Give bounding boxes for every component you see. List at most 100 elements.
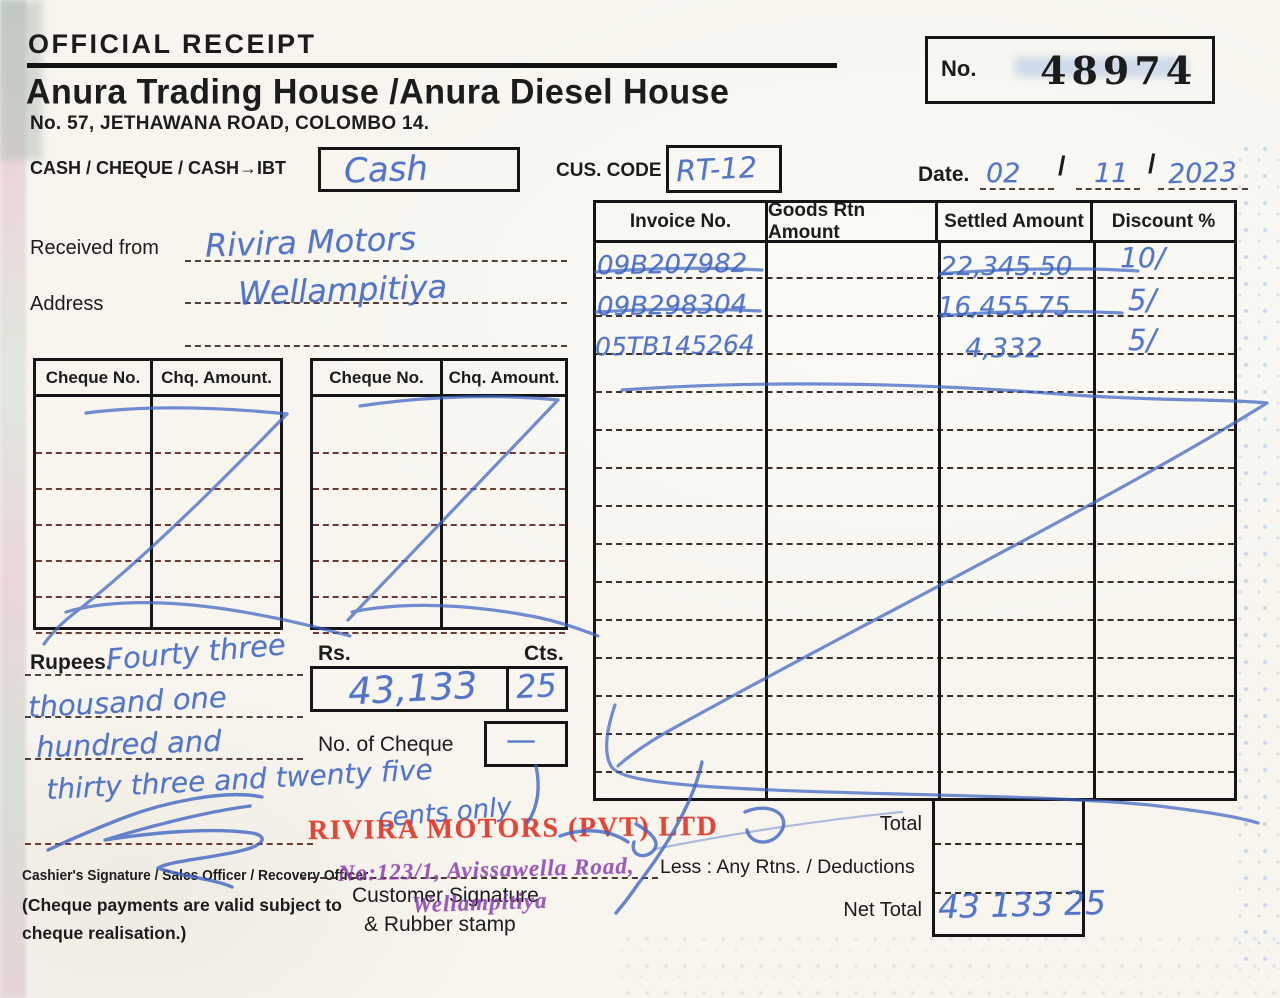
- invoice-row-2-settled: 16,455.75: [938, 292, 1071, 322]
- invoice-table-row: [596, 659, 1234, 697]
- cheque-table-2-row: [313, 562, 565, 598]
- rupees-dotted-line-3: [25, 758, 303, 760]
- cheque-table-2-col-divider: [440, 397, 443, 627]
- invoice-row-3-discount: 5/: [1128, 323, 1157, 357]
- cheque-table-2-row: [313, 490, 565, 526]
- cheque-table-1-row: [36, 397, 280, 454]
- invoice-row-1-invoice-no: 09B207982: [596, 248, 748, 282]
- address-dotted-line-2: [185, 345, 567, 347]
- date-label: Date.: [918, 163, 970, 186]
- cheque-no-header-2: Cheque No.: [313, 361, 443, 394]
- total-label: Total: [879, 813, 922, 835]
- invoice-table-col-divider-3: [1093, 243, 1096, 798]
- date-dotted-line-2: [1076, 188, 1140, 190]
- cheque-table-1-col-divider: [150, 397, 153, 627]
- invoice-table-row: [596, 697, 1234, 735]
- invoice-table-row: [596, 279, 1234, 317]
- invoice-row-1-discount: 10/: [1120, 241, 1166, 274]
- rupees-dotted-line-2: [25, 716, 303, 718]
- invoice-table-row: [596, 393, 1234, 431]
- highlight-smudge: [1015, 57, 1187, 77]
- title-underline: [27, 63, 837, 68]
- date-separator-2: /: [1148, 149, 1156, 179]
- no-of-cheque-label: No. of Cheque: [318, 733, 454, 756]
- totals-row-total: [935, 801, 1082, 845]
- amount-box: [310, 666, 568, 712]
- customer-signature-label-2: & Rubber stamp: [364, 913, 516, 936]
- cts-label: Cts.: [524, 642, 564, 665]
- address-value-handwritten: Wellampitiya: [237, 267, 448, 313]
- received-from-dotted-line: [185, 260, 567, 262]
- cus-code-box: [666, 145, 782, 193]
- customer-signature-line: [300, 877, 658, 879]
- goods-rtn-amount-header: Goods Rtn Amount: [768, 200, 938, 243]
- invoice-table-row: [596, 583, 1234, 621]
- invoice-table-row: [596, 469, 1234, 507]
- cheque-table-2-row: [313, 526, 565, 562]
- cheque-table-1-row: [36, 490, 280, 526]
- receipt-no-label: No.: [941, 56, 977, 81]
- scan-artifact-corner: [0, 0, 42, 160]
- cheque-table-2-row: [313, 598, 565, 634]
- rupees-dotted-line-1: [25, 674, 303, 676]
- cheque-no-header-1: Cheque No.: [36, 361, 153, 394]
- date-dotted-line-1: [980, 188, 1054, 190]
- no-of-cheque-value-handwritten: —: [506, 723, 536, 758]
- company-address: No. 57, JETHAWANA ROAD, COLOMBO 14.: [30, 113, 430, 134]
- no-of-cheque-box: [484, 721, 568, 767]
- invoice-row-2-discount: 5/: [1128, 283, 1157, 317]
- amount-box-divider: [506, 666, 509, 712]
- amount-in-words-handwritten-line-1: Fourty three: [104, 627, 287, 677]
- address-dotted-line: [185, 302, 567, 304]
- cheque-table-2: Cheque No. Chq. Amount.: [310, 358, 568, 634]
- cheque-table-1-row: [36, 598, 280, 634]
- amount-in-words-handwritten-line-3: hundred and: [35, 723, 223, 765]
- invoice-table-row: [596, 545, 1234, 583]
- payment-mode-options: CASH / CHEQUE / CASH→IBT: [30, 158, 287, 178]
- cheque-table-1-row: [36, 562, 280, 598]
- totals-box: [932, 801, 1085, 937]
- official-receipt-title: OFFICIAL RECEIPT: [28, 29, 317, 59]
- date-year-handwritten: 2023: [1167, 156, 1238, 191]
- payment-mode-value-handwritten: Cash: [343, 148, 429, 192]
- scan-artifact-left-strip: [0, 0, 26, 998]
- invoice-table-row: [596, 507, 1234, 545]
- cashier-signature-line: [25, 843, 313, 845]
- less-deductions-label: Less : Any Rtns. / Deductions: [660, 856, 915, 878]
- cheque-note-line-1: (Cheque payments are valid subject to: [22, 895, 342, 915]
- date-day-handwritten: 02: [986, 158, 1021, 189]
- received-from-label: Received from: [30, 237, 159, 259]
- chq-amount-header-2: Chq. Amount.: [448, 367, 560, 387]
- scan-artifact-bottom-speckle: [620, 930, 1280, 998]
- discount-header: Discount %: [1111, 210, 1216, 232]
- rupees-label: Rupees.: [30, 651, 112, 674]
- receipt-no-box: [925, 36, 1215, 104]
- invoice-table-row: [596, 243, 1234, 279]
- address-label: Address: [30, 293, 104, 315]
- invoice-table-col-divider-1: [765, 243, 768, 798]
- date-month-handwritten: 11: [1094, 158, 1129, 189]
- invoice-table-row: [596, 431, 1234, 469]
- net-total-value-handwritten: 43 133 25: [937, 882, 1107, 927]
- cheque-table-1-row: [36, 454, 280, 490]
- receipt-no-value: 48974: [1040, 48, 1198, 93]
- received-from-value-handwritten: Rivira Motors: [204, 219, 417, 265]
- invoice-table-col-divider-2: [938, 243, 941, 798]
- rs-label: Rs.: [318, 642, 351, 665]
- customer-signature-label-1: Customer Signature: [352, 884, 539, 907]
- totals-row-less: [935, 845, 1082, 894]
- company-name: Anura Trading House /Anura Diesel House: [26, 72, 730, 112]
- date-dotted-line-3: [1158, 188, 1248, 190]
- company-stamp-red: RIVIRA MOTORS (PVT) LTD: [307, 810, 719, 847]
- date-separator-1: /: [1058, 151, 1066, 181]
- payment-mode-box: [318, 147, 520, 192]
- cheque-table-2-row: [313, 454, 565, 490]
- invoice-table-row: [596, 355, 1234, 393]
- cts-value-handwritten: 25: [515, 665, 558, 707]
- invoice-table-row: [596, 735, 1234, 773]
- invoice-row-1-settled: 22,345.50: [940, 252, 1073, 282]
- invoice-table-row: [596, 621, 1234, 659]
- address-stamp-purple-line-1: No:123/1, Avissawella Road,: [337, 853, 635, 886]
- scan-artifact-right-speckle: [1238, 140, 1280, 970]
